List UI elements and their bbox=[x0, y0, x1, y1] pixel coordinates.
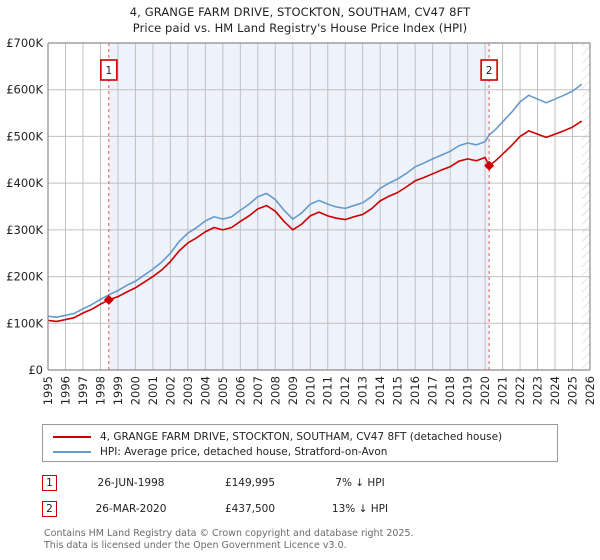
svg-text:2017: 2017 bbox=[426, 376, 440, 405]
txn-price-1: £149,995 bbox=[224, 477, 276, 489]
svg-text:2015: 2015 bbox=[391, 376, 405, 405]
legend-item-hpi: HPI: Average price, detached house, Stra… bbox=[49, 444, 551, 459]
svg-text:2010: 2010 bbox=[303, 376, 317, 405]
svg-text:2006: 2006 bbox=[233, 376, 247, 405]
axes bbox=[47, 42, 591, 371]
footer-line-1: Contains HM Land Registry data © Crown c… bbox=[44, 528, 414, 539]
legend-label-hpi: HPI: Average price, detached house, Stra… bbox=[100, 445, 388, 458]
svg-text:£100K: £100K bbox=[6, 316, 43, 330]
svg-text:1998: 1998 bbox=[93, 376, 107, 405]
svg-text:2002: 2002 bbox=[163, 376, 177, 405]
txn-delta-1: 7% ↓ HPI bbox=[335, 477, 385, 489]
svg-text:2016: 2016 bbox=[408, 376, 422, 405]
svg-text:2000: 2000 bbox=[128, 376, 142, 405]
txn-price-2: £437,500 bbox=[224, 503, 276, 515]
legend-swatch-property bbox=[53, 435, 91, 438]
copyright-footer: Contains HM Land Registry data © Crown c… bbox=[44, 528, 564, 551]
svg-text:2022: 2022 bbox=[513, 376, 527, 405]
chart-legend: 4, GRANGE FARM DRIVE, STOCKTON, SOUTHAM,… bbox=[42, 424, 558, 462]
svg-text:2: 2 bbox=[486, 65, 493, 77]
txn-delta-2: 13% ↓ HPI bbox=[331, 503, 389, 515]
y-axis-tick-labels: £0 £100K £200K £300K £400K £500K £600K £700K bbox=[6, 36, 43, 377]
title-line-2: Price paid vs. HM Land Registry's House … bbox=[132, 21, 468, 35]
plot-background bbox=[48, 43, 590, 370]
svg-text:£700K: £700K bbox=[6, 36, 43, 50]
title-line-1: 4, GRANGE FARM DRIVE, STOCKTON, SOUTHAM,… bbox=[129, 5, 471, 19]
svg-text:2021: 2021 bbox=[496, 376, 510, 405]
svg-text:1997: 1997 bbox=[76, 376, 90, 405]
legend-label-property: 4, GRANGE FARM DRIVE, STOCKTON, SOUTHAM,… bbox=[100, 430, 503, 443]
svg-text:£600K: £600K bbox=[6, 83, 43, 97]
svg-text:2025: 2025 bbox=[566, 376, 580, 405]
svg-text:2003: 2003 bbox=[181, 376, 195, 405]
svg-text:£200K: £200K bbox=[6, 270, 43, 284]
table-row[interactable]: 2 26-MAR-2020 £437,500 13% ↓ HPI bbox=[42, 496, 472, 522]
svg-text:2018: 2018 bbox=[443, 376, 457, 405]
svg-text:2023: 2023 bbox=[531, 376, 545, 405]
txn-date-1: 26-JUN-1998 bbox=[97, 477, 165, 489]
svg-text:2008: 2008 bbox=[268, 376, 282, 405]
svg-text:2007: 2007 bbox=[251, 376, 265, 405]
svg-text:2001: 2001 bbox=[146, 376, 160, 405]
svg-text:2011: 2011 bbox=[321, 376, 335, 405]
svg-text:2020: 2020 bbox=[478, 376, 492, 405]
txn-badge-2[interactable]: 2 bbox=[42, 501, 57, 517]
series-lines bbox=[48, 83, 583, 323]
svg-text:£300K: £300K bbox=[6, 223, 43, 237]
table-row[interactable]: 1 26-JUN-1998 £149,995 7% ↓ HPI bbox=[42, 470, 472, 496]
svg-text:2019: 2019 bbox=[461, 376, 475, 405]
svg-text:2024: 2024 bbox=[548, 376, 562, 405]
svg-text:£400K: £400K bbox=[6, 176, 43, 190]
svg-text:2009: 2009 bbox=[286, 376, 300, 405]
legend-item-property: 4, GRANGE FARM DRIVE, STOCKTON, SOUTHAM,… bbox=[49, 429, 551, 444]
svg-text:1996: 1996 bbox=[58, 376, 72, 405]
svg-text:2026: 2026 bbox=[583, 376, 597, 405]
txn-date-2: 26-MAR-2020 bbox=[95, 503, 167, 515]
footer-line-2: This data is licensed under the Open Gov… bbox=[44, 539, 347, 551]
txn-badge-1[interactable]: 1 bbox=[42, 475, 57, 491]
legend-swatch-hpi bbox=[53, 450, 91, 453]
svg-text:1999: 1999 bbox=[111, 376, 125, 405]
svg-text:1: 1 bbox=[106, 65, 113, 77]
svg-text:2005: 2005 bbox=[216, 376, 230, 405]
svg-text:1995: 1995 bbox=[41, 376, 55, 405]
transactions-table: 1 26-JUN-1998 £149,995 7% ↓ HPI 2 26-MAR… bbox=[42, 470, 472, 522]
x-axis-tick-labels: 1995 1996 1997 1998 1999 2000 2001 2002 2003 2004… bbox=[41, 376, 597, 405]
svg-text:£0: £0 bbox=[28, 363, 43, 377]
svg-text:2004: 2004 bbox=[198, 376, 212, 405]
svg-text:£500K: £500K bbox=[6, 129, 43, 143]
svg-text:2014: 2014 bbox=[373, 376, 387, 405]
page-title: 4, GRANGE FARM DRIVE, STOCKTON, SOUTHAM,… bbox=[0, 4, 600, 36]
svg-text:2012: 2012 bbox=[338, 376, 352, 405]
svg-text:2013: 2013 bbox=[356, 376, 370, 405]
